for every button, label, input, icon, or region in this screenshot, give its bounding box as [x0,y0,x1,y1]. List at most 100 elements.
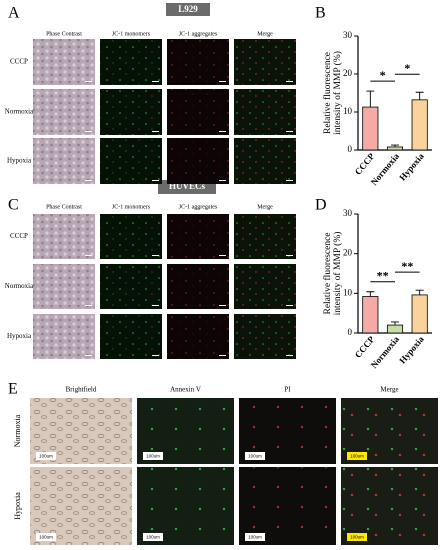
y-tick-label: 0 [348,327,353,337]
panel-letter: D [315,197,327,214]
scale-bar [85,305,92,306]
column-header: JC-1 aggregates [179,31,218,37]
scale-box [245,533,265,541]
bar [386,146,404,151]
y-tick-label: 0 [348,144,353,154]
significance-label: * [404,61,410,75]
scale-bar [85,81,92,82]
scale-bar [219,255,226,256]
x-tick-label: CCCP [353,151,377,177]
row-label: Normoxia [5,108,34,116]
micrograph [30,467,132,545]
scale-label: 100um [39,535,53,540]
scale-bar [219,81,226,82]
micrograph [167,39,229,85]
micrograph [167,264,229,309]
micrograph [239,467,336,545]
micrograph [167,138,229,184]
row-label: Hypoxia [7,332,32,340]
y-tick-label: 20 [343,68,353,78]
bar [411,99,428,151]
y-tick-label: 10 [343,287,353,297]
micrograph [100,39,162,85]
scale-box [143,533,163,541]
scale-label: 100um [39,454,53,459]
column-header: Phase Contrast [46,204,82,210]
column-header: Merge [380,386,398,394]
micrograph [100,138,162,184]
y-axis-label: intensity of MMP (%) [332,51,343,135]
panel-letter: C [8,197,19,214]
micrograph [100,264,162,309]
row-label: Hypoxia [7,157,32,165]
scale-label: 100um [350,535,364,540]
scale-bar [152,355,159,356]
panel-letter: A [8,5,20,22]
y-axis-label: Relative fluorescence [322,52,333,134]
micrograph [33,314,95,359]
scale-bar [152,131,159,132]
scale-label: 100um [146,535,160,540]
micrograph [234,138,296,184]
error-bar [391,144,399,147]
scale-box [143,452,163,460]
scale-bar [85,255,92,256]
row-label: Normoxia [13,414,22,447]
column-header: Brightfield [66,386,97,394]
significance-label: ** [377,268,389,282]
bar [362,106,379,151]
scale-box [347,533,367,541]
scale-bar [85,355,92,356]
error-bar [415,91,424,100]
x-tick-label: CCCP [353,334,377,360]
micrograph [167,314,229,359]
column-header: PI [284,386,291,394]
y-tick-label: 30 [343,30,353,40]
scale-bar [286,305,293,306]
micrograph [33,214,95,259]
panel-letter: E [8,381,18,398]
column-header: Merge [257,204,273,210]
bar [411,294,428,334]
row-label: CCCP [10,58,28,66]
micrograph [33,39,95,85]
micrograph [33,264,95,309]
error-bar [366,90,375,108]
scale-bar [152,305,159,306]
y-tick-label: 10 [343,106,353,116]
scale-bar [286,180,293,181]
scale-label: 100um [248,454,262,459]
x-tick-label: Hypoxia [397,151,426,183]
micrograph [33,89,95,135]
micrograph [234,39,296,85]
y-axis-label: Relative fluorescence [322,232,333,314]
micrograph [167,89,229,135]
label-box [166,3,210,16]
column-header: JC-1 monomers [112,204,151,210]
micrograph [100,214,162,259]
micrograph [234,314,296,359]
error-bar [415,289,424,295]
micrograph [33,138,95,184]
scale-bar [286,131,293,132]
scale-label: 100um [248,535,262,540]
scale-bar [286,81,293,82]
scale-bar [219,180,226,181]
micrograph [137,467,234,545]
row-label: CCCP [10,232,28,240]
scale-bar [152,81,159,82]
bar [386,324,404,334]
column-header: JC-1 aggregates [179,204,218,210]
column-header: Phase Contrast [46,31,82,37]
significance-label: ** [401,259,413,273]
scale-bar [219,131,226,132]
micrograph [234,214,296,259]
micrograph [234,89,296,135]
cell-line: L929 [178,4,198,14]
micrograph [341,467,438,545]
column-header: Annexin V [170,386,201,394]
scale-bar [152,255,159,256]
y-axis-label: intensity of MMP (%) [332,232,343,316]
scale-box [36,533,56,541]
